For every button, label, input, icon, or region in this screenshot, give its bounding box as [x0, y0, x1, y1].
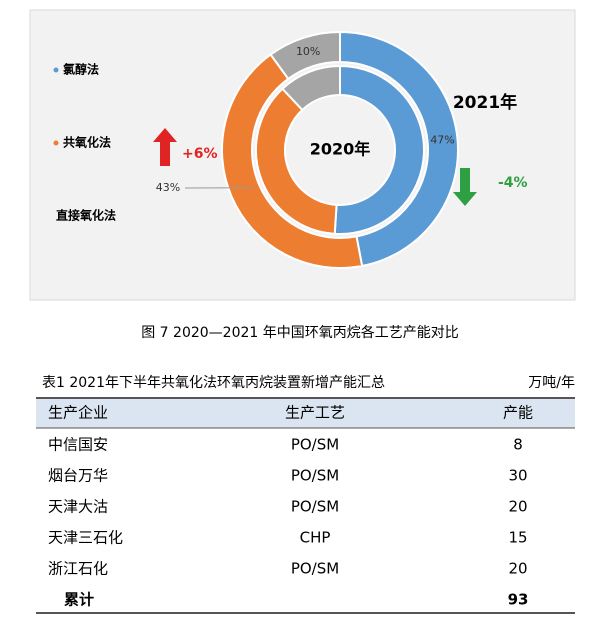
- legend-marker: [54, 141, 59, 146]
- center-label: 2020年: [310, 140, 371, 159]
- data-label: 10%: [296, 45, 320, 58]
- table-title: 表1 2021年下半年共氧化法环氧丙烷装置新增产能汇总: [42, 375, 385, 391]
- table-cell: 20: [508, 560, 527, 578]
- table-header: 生产工艺: [285, 404, 345, 422]
- annotation: -4%: [498, 175, 528, 191]
- legend-marker: [54, 68, 59, 73]
- table-header: 产能: [503, 404, 533, 422]
- table-cell: PO/SM: [291, 498, 339, 516]
- table-header: 生产企业: [48, 404, 108, 422]
- table-cell: 天津三石化: [48, 529, 123, 547]
- table-cell: PO/SM: [291, 467, 339, 485]
- table-cell: PO/SM: [291, 560, 339, 578]
- legend-label: 共氧化法: [63, 135, 111, 150]
- legend-label: 直接氧化法: [56, 208, 116, 223]
- annotation: +6%: [182, 146, 218, 162]
- table-cell: 93: [508, 591, 529, 609]
- table-cell: PO/SM: [291, 436, 339, 454]
- table-unit: 万吨/年: [528, 375, 575, 391]
- table-cell: 20: [508, 498, 527, 516]
- data-label: 43%: [156, 181, 180, 194]
- data-label: 47%: [430, 133, 454, 146]
- table-cell: 30: [508, 467, 527, 485]
- table-cell: 8: [513, 436, 523, 454]
- table-cell: 烟台万华: [48, 467, 108, 485]
- table-cell: CHP: [300, 529, 331, 547]
- figure-caption: 图 7 2020—2021 年中国环氧丙烷各工艺产能对比: [141, 325, 459, 341]
- table-cell: 浙江石化: [48, 560, 108, 578]
- table-cell: 15: [508, 529, 527, 547]
- legend-label: 氯醇法: [63, 62, 99, 77]
- table-cell: 累计: [64, 591, 94, 609]
- table-cell: 天津大沽: [48, 498, 108, 516]
- table-cell: 中信国安: [48, 436, 108, 454]
- ring-label: 2021年: [453, 92, 517, 113]
